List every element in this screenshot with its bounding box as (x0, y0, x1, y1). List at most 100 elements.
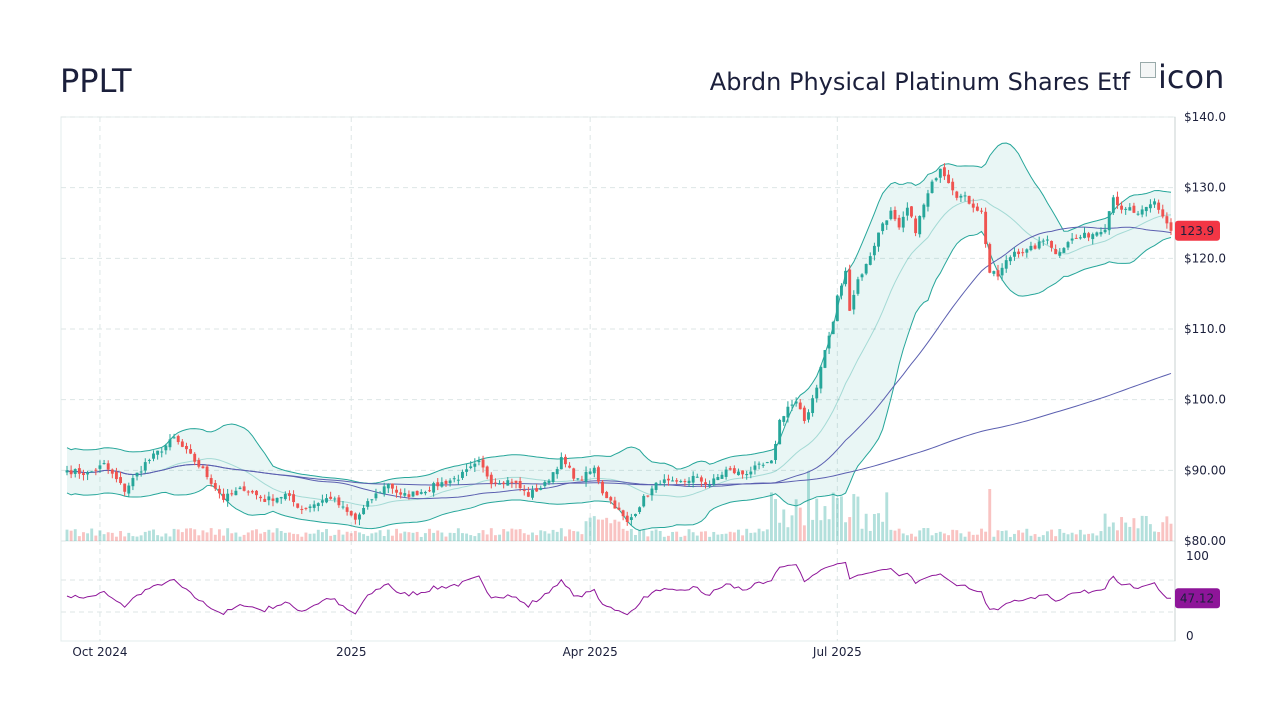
candle-body (193, 453, 197, 462)
candle-body (971, 203, 975, 208)
volume-bar (386, 529, 390, 541)
candle-body (333, 498, 337, 500)
candle-body (320, 500, 324, 503)
candle-body (720, 474, 724, 479)
volume-bar (1041, 535, 1045, 541)
volume-bar (271, 532, 275, 541)
candle-body (794, 401, 798, 404)
candle-body (362, 507, 366, 515)
candle-body (423, 491, 427, 494)
volume-bar (345, 531, 349, 541)
volume-bar (288, 532, 291, 541)
volume-bar (477, 533, 481, 541)
volume-bar (440, 532, 444, 541)
volume-bar (535, 535, 539, 541)
candle-body (469, 466, 473, 468)
candle-body (123, 483, 127, 492)
volume-bar (325, 529, 328, 541)
volume-bar (922, 528, 926, 541)
volume-bar (378, 530, 382, 541)
candle-body (988, 244, 992, 273)
candle-body (996, 270, 1000, 277)
volume-bar (366, 535, 370, 541)
candle-body (1111, 197, 1115, 213)
volume-bar (1132, 518, 1136, 541)
volume-bar (419, 536, 423, 541)
candle-body (172, 437, 176, 439)
volume-bar (1029, 535, 1033, 541)
volume-bar (98, 530, 102, 541)
candle-body (156, 450, 160, 455)
candle-body (205, 466, 209, 478)
volume-bar (543, 531, 547, 541)
candle-body (304, 507, 308, 509)
candle-body (1095, 232, 1099, 236)
candle-body (901, 216, 905, 228)
volume-bar (1025, 528, 1029, 541)
volume-bar (1157, 532, 1161, 541)
candle-body (493, 482, 497, 484)
candle-body (135, 472, 139, 477)
volume-bar (522, 533, 526, 541)
date-tick-label: Oct 2024 (72, 645, 127, 659)
candle-body (82, 473, 85, 476)
candle-body (864, 263, 868, 274)
volume-bar (765, 529, 769, 541)
candle-body (572, 468, 576, 479)
candle-body (638, 507, 642, 512)
volume-bar (650, 530, 654, 541)
volume-bar (840, 496, 843, 541)
candle-body (246, 491, 250, 493)
candle-body (584, 471, 588, 482)
candle-body (938, 168, 942, 178)
candle-body (737, 471, 740, 476)
candle-body (1157, 202, 1161, 210)
candle-body (860, 274, 864, 278)
candle-body (345, 507, 349, 512)
candle-body (1153, 201, 1156, 205)
volume-bar (296, 534, 300, 541)
volume-bar (498, 534, 501, 541)
candle-body (955, 191, 959, 198)
volume-bar (197, 535, 201, 541)
candle-body (695, 476, 699, 478)
volume-bar (551, 529, 555, 541)
candle-body (94, 469, 98, 471)
candle-body (1078, 237, 1082, 239)
candle-body (502, 482, 506, 485)
volume-bar (1000, 531, 1004, 541)
candle-body (831, 321, 835, 335)
candle-body (279, 497, 283, 499)
candle-body (815, 387, 819, 399)
volume-bar (94, 535, 98, 541)
volume-bar (456, 528, 460, 541)
price-tick-label: $140.0 (1184, 110, 1226, 124)
candle-body (358, 514, 361, 520)
candle-body (1062, 248, 1066, 253)
candle-body (687, 480, 691, 484)
candle-body (819, 366, 823, 389)
volume-bar (407, 532, 411, 541)
candle-body (724, 469, 728, 477)
volume-bar (757, 528, 761, 541)
candle-body (510, 481, 514, 483)
volume-bar (139, 535, 143, 541)
volume-bar (699, 531, 703, 541)
volume-bar (942, 533, 946, 541)
volume-bar (201, 530, 205, 541)
volume-bar (852, 494, 856, 541)
candle-body (827, 335, 831, 349)
volume-bar (156, 535, 160, 541)
volume-bar (609, 523, 613, 541)
volume-bar (559, 528, 563, 541)
volume-bar (621, 528, 625, 541)
candle-body (90, 471, 94, 473)
candle-body (539, 487, 543, 490)
volume-bar (90, 528, 94, 541)
candle-body (428, 490, 431, 492)
volume-bar (914, 536, 918, 541)
candle-body (741, 470, 745, 475)
candle-body (543, 481, 547, 486)
candle-body (69, 470, 73, 475)
